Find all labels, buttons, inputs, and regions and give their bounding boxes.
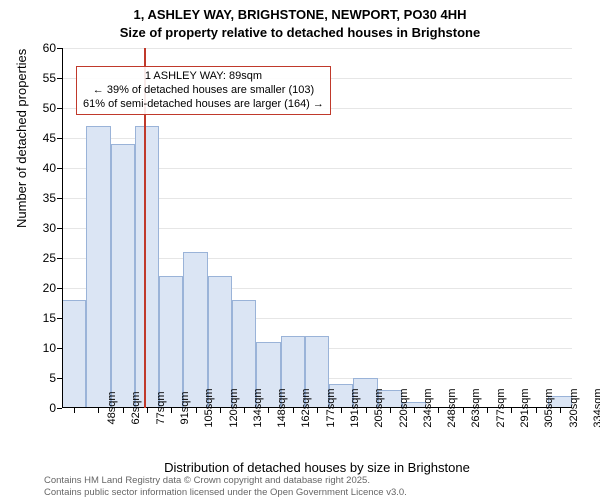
ytick-label: 0 xyxy=(49,401,62,415)
histogram-bar xyxy=(183,252,207,408)
annotation-line-2: ← 39% of detached houses are smaller (10… xyxy=(83,84,324,98)
chart-title: 1, ASHLEY WAY, BRIGHSTONE, NEWPORT, PO30… xyxy=(0,0,600,41)
ytick-label: 15 xyxy=(43,311,62,325)
annotation-line-1: 1 ASHLEY WAY: 89sqm xyxy=(83,70,324,84)
ytick-label: 35 xyxy=(43,191,62,205)
ytick-label: 10 xyxy=(43,341,62,355)
xtick-label: 334sqm xyxy=(560,388,600,427)
ytick-label: 55 xyxy=(43,71,62,85)
annotation-box: 1 ASHLEY WAY: 89sqm← 39% of detached hou… xyxy=(76,66,331,115)
title-line-2: Size of property relative to detached ho… xyxy=(0,24,600,42)
ytick-label: 50 xyxy=(43,101,62,115)
gridline xyxy=(62,48,572,49)
ytick-label: 60 xyxy=(43,41,62,55)
chart-plot-area: 1 ASHLEY WAY: 89sqm← 39% of detached hou… xyxy=(62,48,572,408)
footer-line-2: Contains public sector information licen… xyxy=(44,487,407,498)
ytick-label: 20 xyxy=(43,281,62,295)
histogram-bar xyxy=(111,144,135,408)
ytick-label: 40 xyxy=(43,161,62,175)
ytick-label: 5 xyxy=(49,371,62,385)
annotation-line-3: 61% of semi-detached houses are larger (… xyxy=(83,98,324,112)
y-axis-line xyxy=(62,48,63,408)
x-axis-label: Distribution of detached houses by size … xyxy=(62,460,572,475)
ytick-label: 30 xyxy=(43,221,62,235)
ytick-label: 45 xyxy=(43,131,62,145)
y-axis-label: Number of detached properties xyxy=(14,49,29,228)
histogram-bar xyxy=(135,126,159,408)
histogram-bar xyxy=(86,126,110,408)
title-line-1: 1, ASHLEY WAY, BRIGHSTONE, NEWPORT, PO30… xyxy=(0,6,600,24)
footer-line-1: Contains HM Land Registry data © Crown c… xyxy=(44,475,407,486)
ytick-label: 25 xyxy=(43,251,62,265)
footer-attribution: Contains HM Land Registry data © Crown c… xyxy=(44,475,407,498)
